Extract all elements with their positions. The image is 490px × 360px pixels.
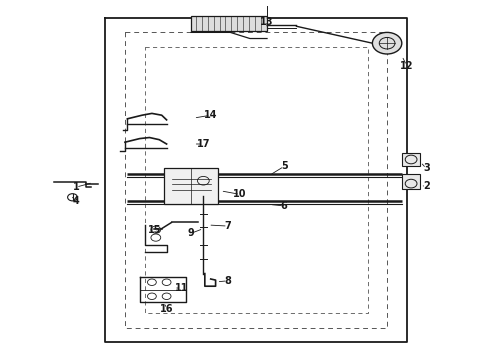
Bar: [402, 174, 420, 189]
Text: 17: 17: [196, 139, 210, 149]
Text: 1: 1: [73, 182, 79, 192]
Bar: [164, 168, 218, 204]
Bar: [191, 16, 267, 31]
Text: 14: 14: [204, 110, 218, 120]
Text: 6: 6: [281, 201, 288, 211]
Text: 11: 11: [174, 283, 188, 293]
Text: 12: 12: [400, 60, 414, 71]
Text: 15: 15: [147, 225, 161, 235]
Text: 8: 8: [224, 276, 231, 286]
Text: 9: 9: [188, 228, 195, 238]
Text: 5: 5: [281, 161, 288, 171]
Text: 10: 10: [233, 189, 247, 199]
Text: 2: 2: [423, 181, 430, 192]
Text: 16: 16: [160, 304, 173, 314]
Bar: [402, 153, 420, 166]
Text: 7: 7: [224, 221, 231, 231]
Circle shape: [372, 32, 402, 54]
Text: 13: 13: [260, 17, 274, 27]
Text: 4: 4: [73, 196, 79, 206]
Text: 3: 3: [423, 163, 430, 174]
